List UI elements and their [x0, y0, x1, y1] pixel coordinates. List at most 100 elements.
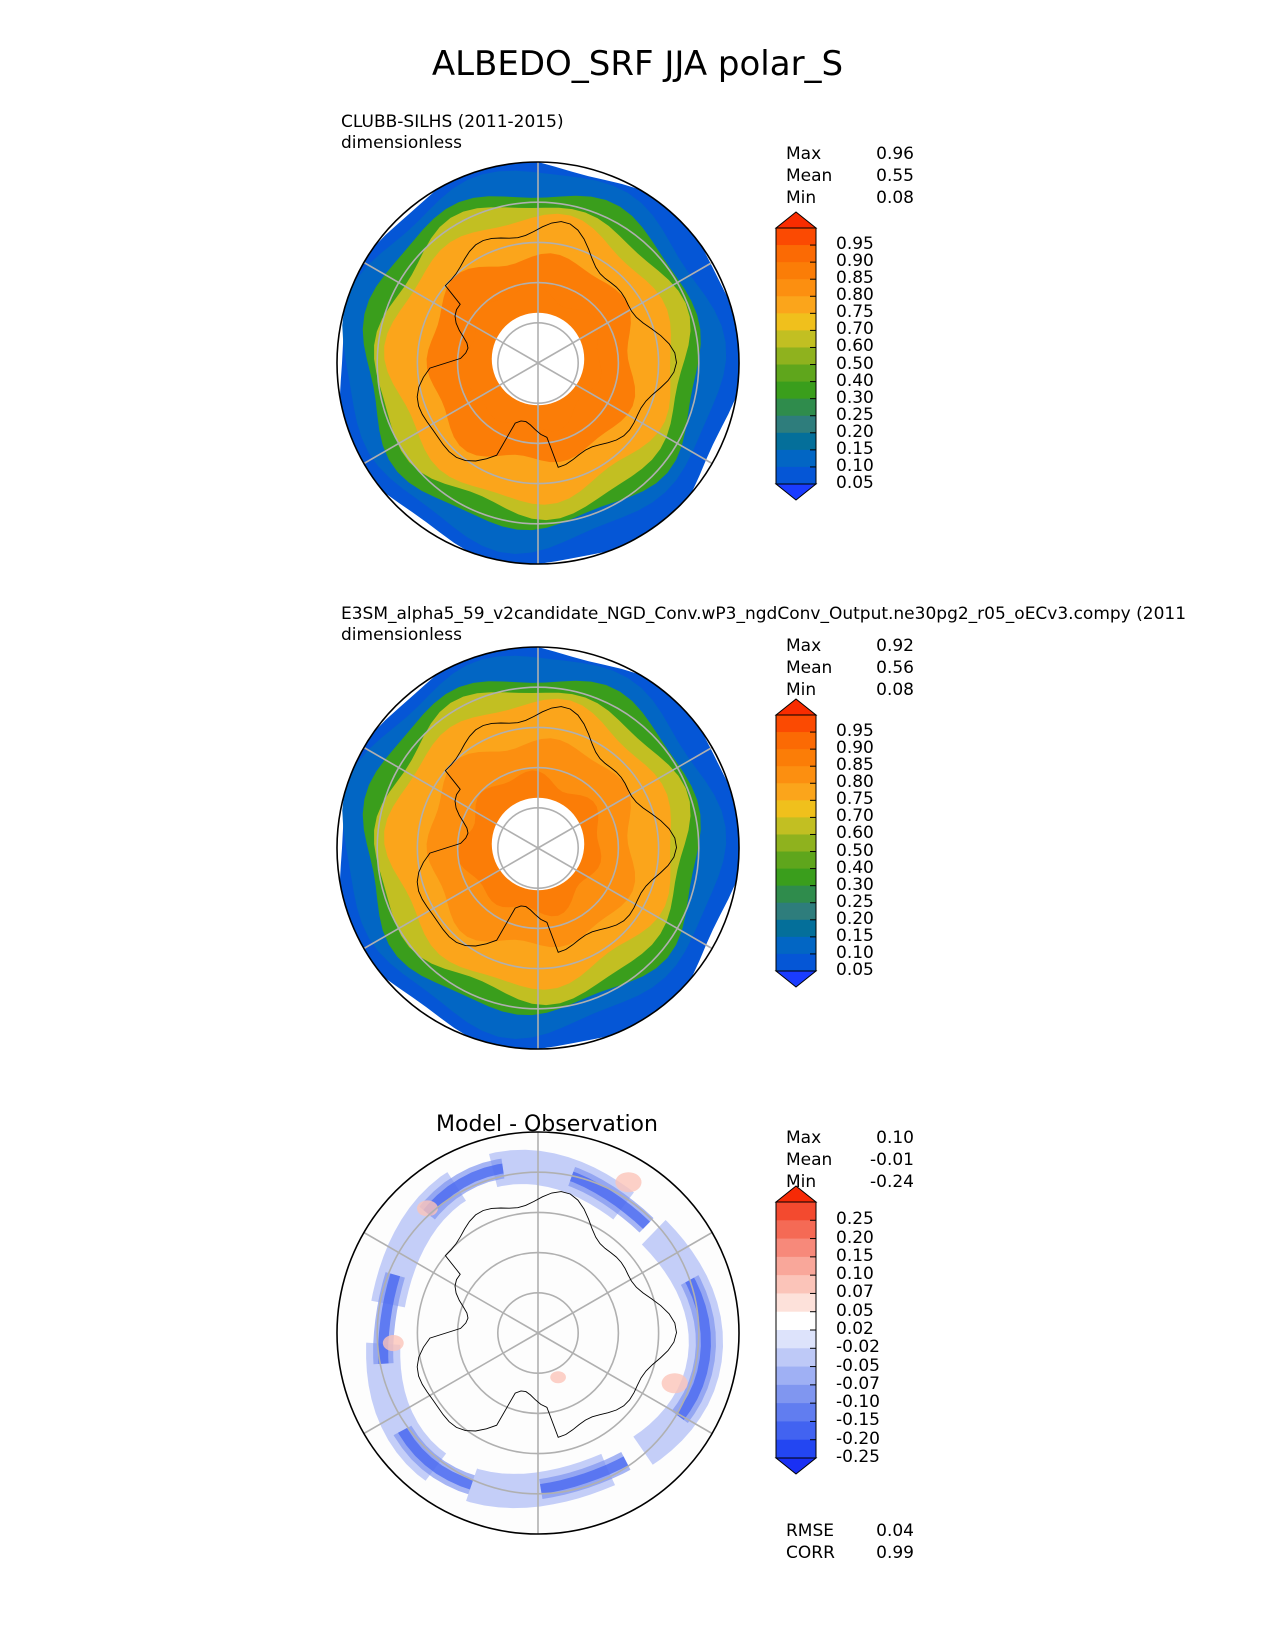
colorbar-segment-5 [776, 800, 816, 818]
map-boundary [336, 646, 740, 1050]
colorbar-segment-2 [776, 749, 816, 767]
stat-label: Max [786, 144, 822, 164]
colorbar-1 [774, 211, 818, 501]
colorbar-segment-9 [776, 868, 816, 887]
meridian-5 [537, 261, 713, 364]
map-field [339, 647, 739, 1049]
positive-bias-patch-0 [615, 1172, 642, 1193]
map-boundary [336, 1131, 740, 1535]
colorbar-extend-min [774, 970, 818, 988]
stat-value: 0.08 [876, 680, 914, 700]
colorbar-segment-10 [776, 398, 816, 417]
colorbar-segment-11 [776, 1403, 816, 1422]
panel1-units: dimensionless [341, 133, 462, 153]
colorbar-extend-min [774, 1457, 818, 1475]
colorbar-tick-label: 0.05 [836, 473, 874, 493]
panel1-subtitle: CLUBB-SILHS (2011-2015) [341, 112, 564, 132]
map-1 [339, 162, 739, 564]
colorbar-extend-max [774, 1185, 818, 1203]
colorbar-segment-5 [776, 313, 816, 331]
meridian-2 [363, 1332, 539, 1435]
stat-label: Mean [786, 166, 833, 186]
colorbar-segment-8 [776, 1348, 816, 1368]
colorbar-tick-label: -0.02 [836, 1337, 880, 1358]
positive-bias-patch-3 [416, 1200, 438, 1217]
meridian-4 [537, 1332, 713, 1435]
colorbar-tick-label: 0.10 [836, 455, 874, 476]
colorbar-tick-label: 0.60 [836, 336, 874, 357]
positive-bias-patch-2 [661, 1373, 688, 1394]
colorbar-segment-1 [776, 1220, 816, 1240]
colorbar-3 [774, 1185, 818, 1475]
colorbar-segment-1 [776, 732, 816, 750]
colorbar-tick-label: 0.30 [836, 387, 874, 408]
stat-value: 0.08 [876, 188, 914, 208]
colorbar-segment-2 [776, 1238, 816, 1258]
stat-value: 0.56 [876, 658, 914, 678]
map-field [339, 162, 739, 564]
colorbar-tick-label: 0.25 [836, 891, 874, 912]
meridian-5 [537, 1231, 713, 1334]
colorbar-segment-10 [776, 885, 816, 904]
colorbar-tick-label: 0.80 [836, 285, 874, 306]
colorbar-tick-label: 0.10 [836, 1264, 874, 1285]
colorbar-tick-label: -0.15 [836, 1410, 880, 1431]
stat-label: Mean [786, 658, 833, 678]
colorbar-tick-label: 0.75 [836, 789, 874, 810]
colorbar-segment-4 [776, 1275, 816, 1294]
meridian-1 [363, 746, 539, 849]
panel1-stats: Max 0.96 Mean 0.55 Min 0.08 [786, 143, 914, 209]
colorbar-segment-8 [776, 364, 816, 383]
stat-label: Max [786, 636, 822, 656]
stat-value: 0.04 [876, 1521, 914, 1541]
panel3-extra-stats: RMSE 0.04 CORR 0.99 [786, 1520, 914, 1564]
colorbar-tick-label: 0.20 [836, 908, 874, 929]
colorbar-segment-13 [776, 449, 816, 468]
colorbar-tick-label: 0.70 [836, 319, 874, 340]
colorbar-segment-14 [776, 953, 816, 972]
colorbar-tick-label: 0.50 [836, 353, 874, 374]
colorbar-segment-7 [776, 347, 816, 366]
panel2-stats: Max 0.92 Mean 0.56 Min 0.08 [786, 635, 914, 701]
meridian-5 [537, 746, 713, 849]
colorbar-tick-label: 0.95 [836, 721, 874, 742]
colorbar-segment-0 [776, 715, 816, 733]
colorbar-tick-label: 0.15 [836, 1245, 874, 1266]
colorbar-extend-min [774, 483, 818, 501]
graticule-3 [336, 1131, 740, 1535]
colorbar-segment-3 [776, 279, 816, 297]
panel2-units: dimensionless [341, 625, 462, 645]
colorbar-tick-label: 0.85 [836, 268, 874, 289]
map-boundary [336, 161, 740, 565]
graticule-1 [336, 161, 740, 565]
colorbar-tick-label: 0.25 [836, 1209, 874, 1230]
colorbar-tick-label: 0.40 [836, 370, 874, 391]
stat-label: RMSE [786, 1521, 835, 1541]
colorbar-tick-label: 0.95 [836, 234, 874, 255]
colorbar-segment-4 [776, 783, 816, 801]
colorbar-tick-label: 0.30 [836, 874, 874, 895]
colorbar-segment-4 [776, 296, 816, 314]
colorbar-tick-label: 0.05 [836, 1300, 874, 1321]
colorbar-segment-10 [776, 1384, 816, 1404]
colorbar-segment-12 [776, 432, 816, 451]
stat-label: Min [786, 1172, 817, 1192]
colorbar-segment-7 [776, 834, 816, 853]
coastline [416, 221, 677, 468]
graticule-2 [336, 646, 740, 1050]
colorbar-tick-label: 0.40 [836, 857, 874, 878]
positive-bias-patch-4 [550, 1371, 566, 1384]
colorbar-tick-label: 0.02 [836, 1319, 874, 1339]
colorbar-segment-5 [776, 1293, 816, 1313]
colorbar-segment-9 [776, 1366, 816, 1386]
colorbar-segment-6 [776, 1311, 816, 1331]
colorbar-segment-8 [776, 851, 816, 870]
colorbar-tick-label: 0.20 [836, 421, 874, 442]
colorbar-2 [774, 698, 818, 988]
colorbar-frame [775, 714, 817, 972]
colorbar-tick-label: 0.85 [836, 755, 874, 776]
colorbar-tick-label: -0.07 [836, 1373, 880, 1394]
colorbar-segment-11 [776, 902, 816, 921]
stat-label: Min [786, 188, 817, 208]
